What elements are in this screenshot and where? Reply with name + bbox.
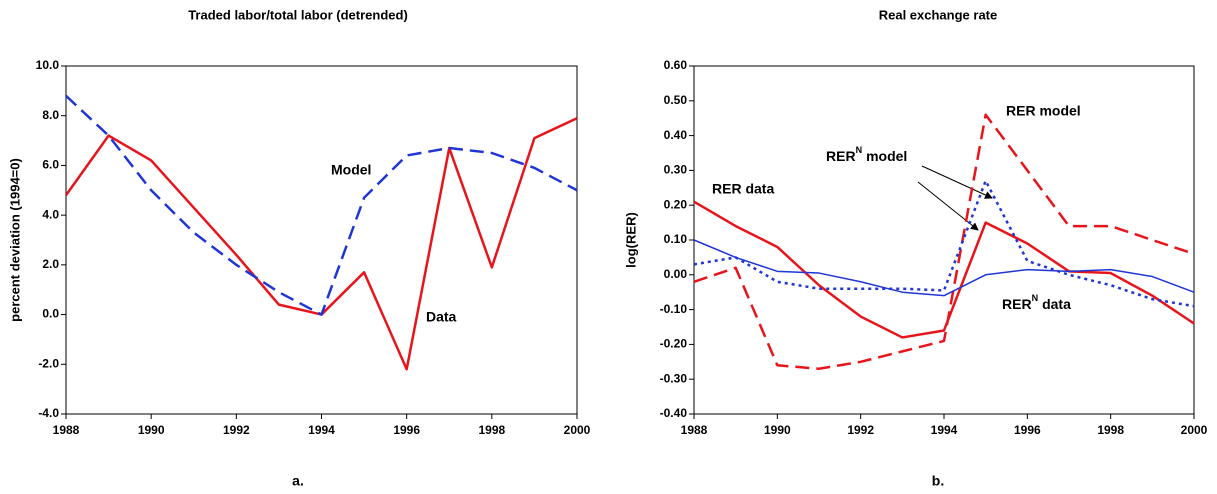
series-line: [693, 239, 1195, 297]
annotation-arrow: [921, 165, 993, 199]
y-tick-label: 10.0: [36, 58, 60, 72]
x-tick-label: 1992: [847, 423, 874, 437]
series-label: RERN model: [826, 145, 907, 163]
caption: b.: [932, 473, 944, 489]
y-tick-label: 0.50: [664, 93, 688, 107]
x-tick-label: 1994: [308, 423, 335, 437]
y-tick-label: 8.0: [42, 108, 59, 122]
x-tick-label: 1992: [223, 423, 250, 437]
y-tick-label: 0.0: [42, 307, 59, 321]
series-label: RERN data: [1002, 293, 1071, 311]
y-tick-label: 6.0: [42, 158, 59, 172]
y-tick-label: -0.20: [660, 337, 688, 351]
chart-title: Real exchange rate: [879, 7, 998, 22]
y-tick-label: 2.0: [42, 257, 59, 271]
x-tick-label: 1996: [393, 423, 420, 437]
x-tick-label: 1998: [1097, 423, 1124, 437]
y-tick-label: -0.10: [660, 302, 688, 316]
plot-frame: [693, 65, 1195, 415]
x-tick-label: 1998: [478, 423, 505, 437]
chart-title: Traded labor/total labor (detrended): [188, 7, 408, 22]
y-tick-label: 0.60: [664, 58, 688, 72]
y-tick-label: 4.0: [42, 207, 59, 221]
series-label: RER model: [1006, 103, 1081, 119]
y-tick-label: -0.40: [660, 406, 688, 420]
label-superscript: N: [856, 145, 863, 155]
x-tick-label: 1988: [53, 423, 80, 437]
series-label: Data: [426, 309, 457, 325]
x-tick-label: 2000: [1181, 423, 1208, 437]
y-tick-label: -0.30: [660, 371, 688, 385]
x-tick-label: 2000: [564, 423, 591, 437]
label-base: RER: [826, 148, 856, 164]
y-tick-label: 0.20: [664, 197, 688, 211]
series-line: [65, 94, 578, 316]
y-tick-label: 0.40: [664, 128, 688, 142]
x-tick-label: 1990: [764, 423, 791, 437]
y-tick-label: -2.0: [38, 356, 59, 370]
y-axis-title: log(RER): [623, 212, 638, 268]
y-tick-label: 0.10: [664, 232, 688, 246]
y-tick-label: 0.00: [664, 267, 688, 281]
x-tick-label: 1990: [138, 423, 165, 437]
x-tick-label: 1988: [681, 423, 708, 437]
series-label: Model: [331, 162, 371, 178]
y-axis-title: percent deviation (1994=0): [7, 158, 22, 322]
label-rest: data: [1042, 296, 1071, 312]
series-line: [693, 200, 1195, 339]
annotation-arrow: [917, 181, 979, 231]
y-tick-label: 0.30: [664, 163, 688, 177]
x-tick-label: 1996: [1014, 423, 1041, 437]
series-line: [693, 113, 1195, 371]
series-label: RER data: [712, 181, 774, 197]
label-rest: model: [866, 148, 907, 164]
label-base: RER: [1002, 296, 1032, 312]
caption: a.: [292, 473, 304, 489]
y-tick-label: -4.0: [38, 406, 59, 420]
x-tick-label: 1994: [931, 423, 958, 437]
label-superscript: N: [1032, 293, 1039, 303]
